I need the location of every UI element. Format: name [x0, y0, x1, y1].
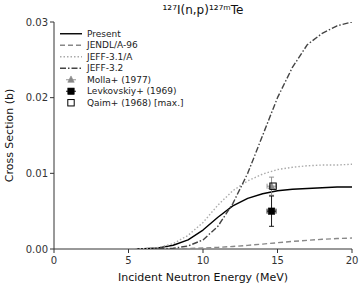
- legend-swatch: [60, 56, 82, 57]
- x-tick-label: 15: [271, 255, 284, 266]
- x-tick: [54, 249, 55, 253]
- y-error-bar: [269, 196, 274, 226]
- error-cap: [269, 195, 274, 196]
- error-cap: [269, 196, 274, 197]
- legend-swatch: [60, 45, 82, 46]
- legend: PresentJENDL/A-96 JEFF-3.1/AJEFF-3.2 Molla…: [60, 29, 184, 108]
- y-tick-label: 0.00: [26, 244, 48, 255]
- legend-label: JEFF-3.1/A: [86, 52, 133, 62]
- error-cap: [267, 184, 268, 189]
- x-tick: [277, 249, 278, 253]
- series-line: [136, 187, 352, 249]
- legend-swatch: [60, 68, 82, 69]
- legend-label: Present: [87, 29, 121, 39]
- x-tick-label: 0: [51, 255, 57, 266]
- y-tick-label: 0.03: [26, 17, 48, 28]
- series-line: [136, 164, 352, 249]
- y-tick: [50, 249, 54, 250]
- y-axis-label: Cross Section (b): [3, 89, 16, 183]
- x-error-bar: [267, 209, 276, 214]
- data-point: [268, 208, 274, 214]
- error-cap: [269, 177, 274, 178]
- error-cap: [267, 209, 268, 214]
- error-cap: [269, 226, 274, 227]
- x-tick-label: 5: [125, 255, 131, 266]
- x-tick: [128, 249, 129, 253]
- x-tick: [203, 249, 204, 253]
- y-tick: [50, 22, 54, 23]
- error-cap: [276, 209, 277, 214]
- y-tick: [50, 97, 54, 98]
- series-line: [158, 22, 352, 249]
- y-tick-label: 0.01: [26, 168, 48, 179]
- legend-swatch: [68, 100, 74, 106]
- data-point: [270, 183, 276, 189]
- plot-area: [136, 22, 352, 249]
- x-tick-label: 20: [346, 255, 359, 266]
- y-tick: [50, 173, 54, 174]
- legend-swatch: [60, 33, 82, 34]
- y-tick-label: 0.02: [26, 92, 48, 103]
- title: ¹²⁷I(n,p)¹²⁷ᵐTe: [163, 3, 244, 17]
- legend-swatch: [68, 76, 74, 82]
- legend-label: Levkovskiy+ (1969): [87, 86, 177, 96]
- legend-label: Molla+ (1977): [87, 75, 151, 85]
- x-tick: [352, 249, 353, 253]
- chart: 0 5 10 15 20 0.00 0.01 0.02 0.03 ¹²⁷I(n,p)¹²⁷ᵐTe I…: [0, 0, 364, 289]
- legend-swatch: [68, 88, 74, 94]
- legend-label: JEFF-3.2: [86, 63, 123, 73]
- series-line: [158, 238, 352, 249]
- x-axis-label: Incident Neutron Energy (MeV): [118, 271, 288, 284]
- x-tick-label: 10: [197, 255, 210, 266]
- y-axis: [54, 22, 55, 249]
- legend-label: JENDL/A-96: [86, 40, 138, 50]
- legend-label: Qaim+ (1968) [max.]: [87, 98, 184, 108]
